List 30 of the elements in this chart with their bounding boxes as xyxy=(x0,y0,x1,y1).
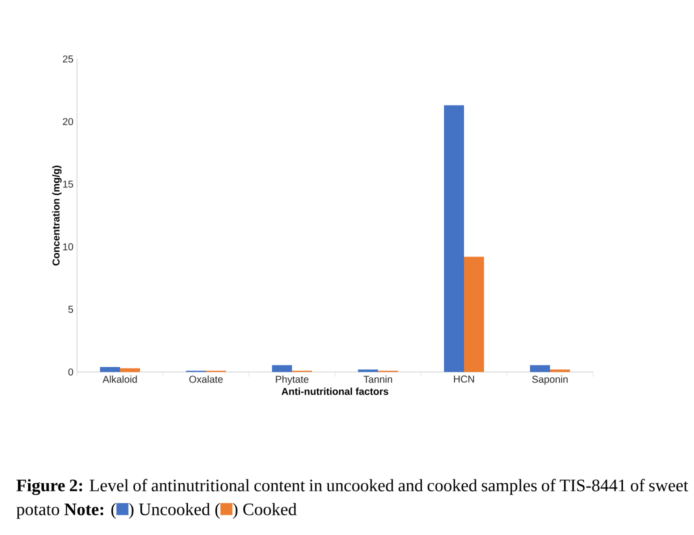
y-tick-label: 10 xyxy=(63,243,74,250)
legend-label: Uncooked xyxy=(138,502,210,516)
x-tick-label: Tannin xyxy=(364,376,392,383)
x-tick-label: Saponin xyxy=(532,376,568,385)
bar xyxy=(100,366,120,372)
bar xyxy=(550,369,570,372)
x-tick-label: Alkaloid xyxy=(102,376,137,383)
text: ) xyxy=(128,502,134,519)
y-tick-label: 15 xyxy=(63,180,74,188)
y-tick-label: 0 xyxy=(68,368,74,376)
x-tick-label: Oxalate xyxy=(189,376,223,383)
y-tick-label: 25 xyxy=(62,55,74,63)
text: ( xyxy=(215,502,220,519)
text: potato Note: xyxy=(16,504,104,519)
y-tick-label: 20 xyxy=(62,118,74,126)
x-tick-label: Phytate xyxy=(276,376,308,385)
text: ( xyxy=(111,502,116,519)
y-axis-title: Concentration (mg/g) xyxy=(52,166,62,266)
bar xyxy=(530,365,550,372)
bar xyxy=(272,365,292,372)
bar xyxy=(358,369,378,372)
x-axis-title: Anti-nutritional factors xyxy=(282,388,388,395)
legend-label: Cooked xyxy=(243,502,297,516)
text: Figure 2: Level of antinutritional content in uncooked and cooked samples of TIS-8441 of sweet xyxy=(16,478,688,496)
bar xyxy=(464,256,484,372)
bar xyxy=(120,368,140,372)
text: ) xyxy=(232,502,238,519)
bar xyxy=(444,105,464,372)
x-tick-label: HCN xyxy=(454,376,474,383)
y-tick-label: 5 xyxy=(68,306,74,313)
